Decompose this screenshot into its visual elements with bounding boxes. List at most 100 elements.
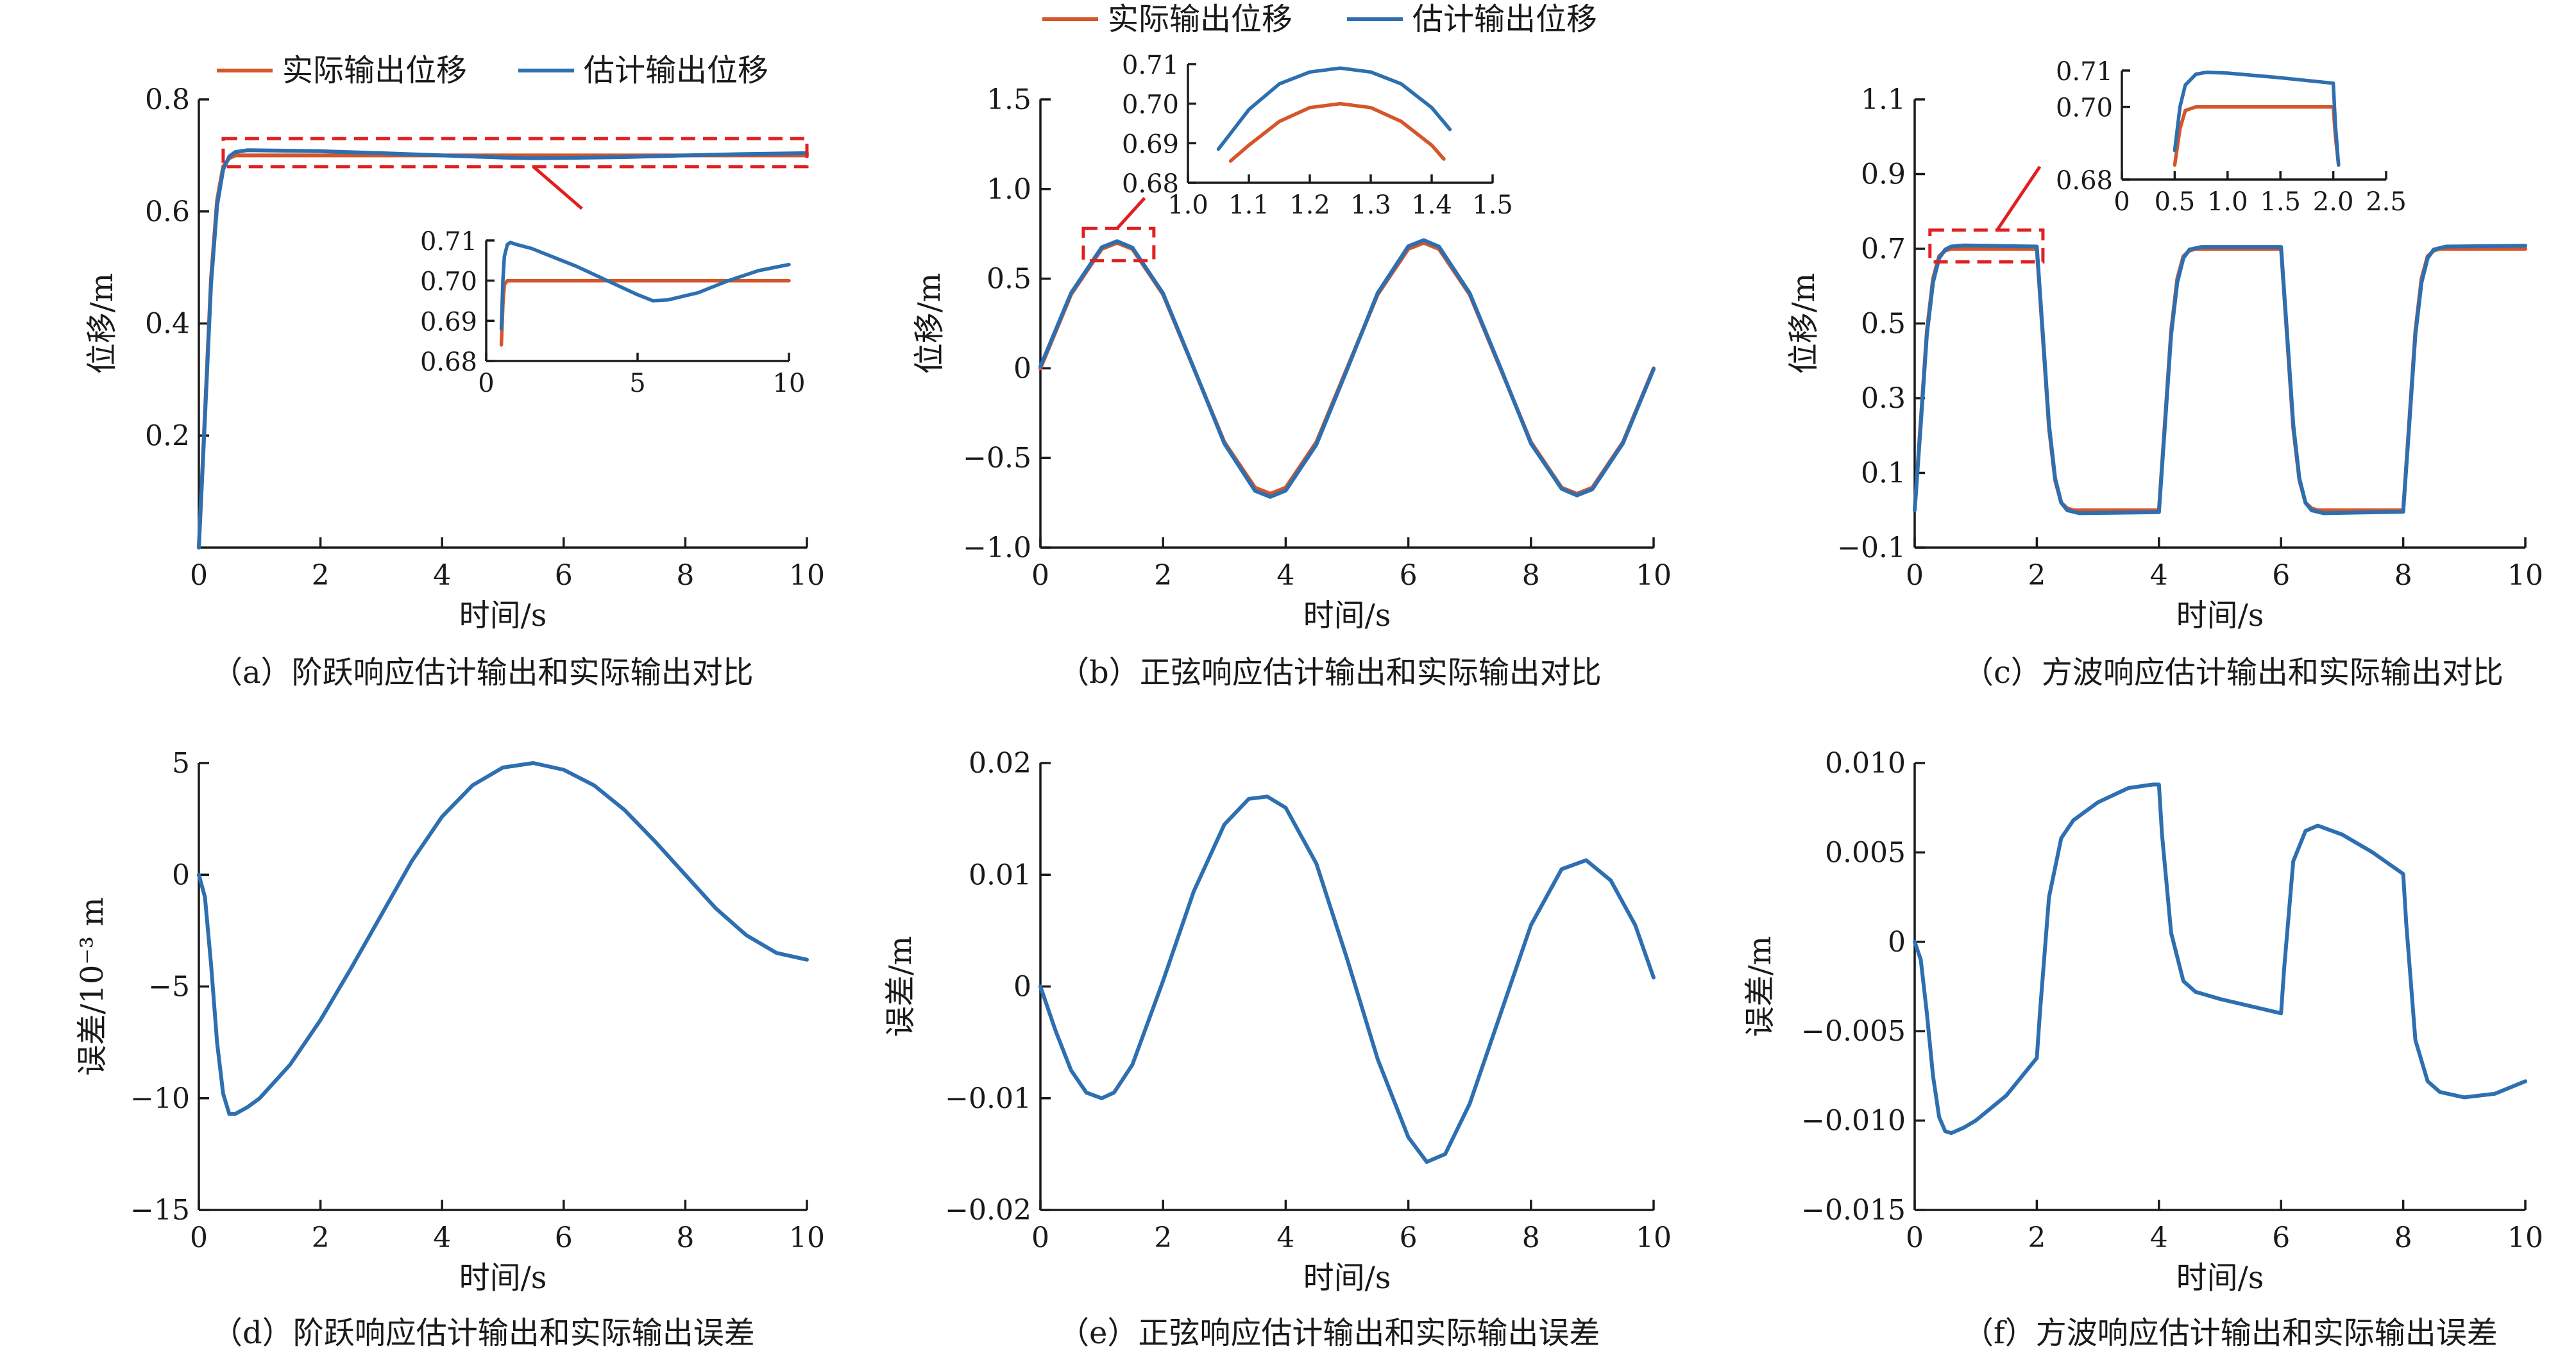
- panel-d-x-tick-label: 0: [190, 1221, 208, 1254]
- panel-b-y-axis-title: 位移/m: [911, 273, 947, 374]
- panel-a-y-tick-label: 0.8: [145, 83, 190, 116]
- panel-c-inset-x-tick-label: 1.5: [2260, 187, 2301, 217]
- panel-b-inset-x-tick-label: 1.4: [1411, 190, 1452, 220]
- panel-b-x-tick-label: 6: [1400, 559, 1418, 592]
- panel-c-y-tick-label: 0.5: [1861, 308, 1906, 340]
- panel-c-inset: 0 0.5 1.0 1.5 2.0 2.5 0.68 0.70 0.71: [2056, 57, 2407, 217]
- chart-panel-c: 0 2 4 6 8 10 −0.1 0.1 0.3 0.5 0.7 0.9 1.1 时间/s 位移/m （c）…: [1786, 57, 2543, 691]
- panel-b-inset-y-tick-label: 0.70: [1122, 90, 1179, 120]
- panel-c-y-tick-label: 1.1: [1861, 83, 1906, 116]
- panel-f-y-tick-label: −0.005: [1801, 1015, 1906, 1048]
- panel-b-x-axis-title: 时间/s: [1303, 598, 1391, 634]
- panel-a-inset-series-estimated: [499, 240, 791, 331]
- panel-a-inset-x-tick-label: 0: [478, 369, 494, 398]
- panel-b-inset-x-tick-label: 1.3: [1350, 190, 1391, 220]
- panel-a-x-tick-label: 10: [789, 559, 825, 592]
- panel-a-x-tick-label: 6: [555, 559, 573, 592]
- panel-d-y-tick-label: −5: [148, 971, 190, 1003]
- panel-b-y-tick-label: 0: [1013, 352, 1031, 385]
- panel-b-x-tick-label: 0: [1031, 559, 1049, 592]
- panel-d-x-tick-label: 8: [676, 1221, 694, 1254]
- panel-a-zoom-highlight-box: [221, 137, 809, 169]
- panel-c-series-actual: [1913, 247, 2527, 512]
- panel-e-x-tick-label: 2: [1154, 1221, 1172, 1254]
- panel-d-y-tick-label: 0: [172, 859, 190, 891]
- panel-a-x-tick-label: 2: [312, 559, 330, 592]
- panel-a-inset-y-tick-label: 0.71: [420, 227, 477, 256]
- panel-b-inset-x-tick-label: 1.1: [1228, 190, 1269, 220]
- panel-c-zoom-leader-line: [1996, 165, 2042, 231]
- chart-panel-f: 0 2 4 6 8 10 −0.015 −0.010 −0.005 0 0.005 0.010 时间/s…: [1742, 747, 2543, 1351]
- panel-c-inset-series-estimated: [2173, 71, 2341, 167]
- panel-f-series-estimated: [1913, 782, 2527, 1136]
- panel-a-series-estimated: [197, 148, 809, 550]
- panel-b-inset-series-estimated: [1216, 66, 1452, 151]
- panel-a-inset-y-tick-label: 0.68: [420, 348, 477, 377]
- panel-a-inset-x-tick-label: 5: [629, 369, 645, 398]
- panel-b-y-tick-label: −0.5: [963, 442, 1031, 474]
- panel-c-inset-y-tick-label: 0.71: [2056, 57, 2113, 87]
- chart-panel-e: 0 2 4 6 8 10 −0.02 −0.01 0 0.01 0.02 时间/s 误差/m （e）正弦响…: [883, 747, 1672, 1351]
- panel-c-x-tick-label: 6: [2272, 559, 2290, 592]
- panel-a-y-tick-label: 0.4: [145, 308, 190, 340]
- panel-b-x-tick-label: 10: [1636, 559, 1672, 592]
- panel-c-y-tick-label: 0.7: [1861, 233, 1906, 265]
- panel-b-inset-x-tick-label: 1.0: [1167, 190, 1208, 220]
- panel-c-y-tick-label: 0.1: [1861, 457, 1906, 490]
- panel-c-y-tick-label: 0.9: [1861, 158, 1906, 191]
- panel-a-series-actual: [197, 153, 809, 550]
- panel-a-inset-y-tick-label: 0.70: [420, 267, 477, 297]
- panel-f-x-tick-label: 2: [2028, 1221, 2046, 1254]
- chart-panel-b: 0 2 4 6 8 10 −1.0 −0.5 0 0.5 1.0 1.5 时间/s 位移/m （b）正弦响应…: [911, 1, 1672, 691]
- panel-d-series-estimated: [197, 761, 809, 1116]
- panel-c-x-tick-label: 2: [2028, 559, 2046, 592]
- panel-a-y-axis-title: 位移/m: [84, 273, 120, 374]
- panel-c-series-estimated: [1913, 243, 2527, 516]
- panel-a-zoom-leader-line: [532, 165, 583, 210]
- panel-d-x-axis-title: 时间/s: [459, 1260, 547, 1296]
- panel-b-zoom-leader-line: [1115, 197, 1146, 230]
- legend-estimated-label: 估计输出位移: [584, 53, 768, 88]
- panel-b-y-tick-label: 1.5: [987, 83, 1031, 116]
- panel-d-x-tick-label: 2: [312, 1221, 330, 1254]
- legend-actual-label: 实际输出位移: [282, 53, 467, 88]
- panel-c-inset-y-tick-label: 0.68: [2056, 166, 2113, 196]
- panel-a-inset-series-actual: [499, 278, 791, 347]
- panel-a-inset-y-tick-label: 0.69: [420, 307, 477, 337]
- panel-b-inset-y-tick-label: 0.71: [1122, 51, 1179, 80]
- panel-f-y-tick-label: −0.015: [1801, 1194, 1906, 1227]
- legend-actual-label: 实际输出位移: [1108, 1, 1292, 37]
- panel-f-y-tick-label: 0.010: [1825, 747, 1906, 780]
- panel-c-x-tick-label: 0: [1906, 559, 1924, 592]
- panel-f-x-axis-title: 时间/s: [2176, 1260, 2264, 1296]
- panel-a-inset: 0 5 10 0.68 0.69 0.70 0.71: [420, 227, 806, 398]
- panel-e-y-tick-label: −0.02: [945, 1194, 1031, 1227]
- panel-f-y-axis-title: 误差/m: [1742, 936, 1778, 1037]
- panel-f-x-tick-label: 4: [2150, 1221, 2168, 1254]
- panel-f-x-tick-label: 8: [2394, 1221, 2412, 1254]
- panel-f-y-tick-label: 0: [1888, 926, 1906, 959]
- panel-e-series-estimated: [1038, 794, 1656, 1164]
- panel-b-x-tick-label: 2: [1154, 559, 1172, 592]
- panel-d-x-tick-label: 6: [555, 1221, 573, 1254]
- panel-d-x-tick-label: 4: [433, 1221, 451, 1254]
- panel-d-y-axis-title: 误差/10⁻³ m: [74, 897, 110, 1076]
- panel-a-caption: （a）阶跃响应估计输出和实际输出对比: [212, 655, 754, 691]
- panel-c-zoom-highlight-box: [1928, 228, 2045, 264]
- panel-e-x-tick-label: 10: [1636, 1221, 1672, 1254]
- panel-e-x-tick-label: 6: [1400, 1221, 1418, 1254]
- panel-e-y-tick-label: 0.01: [969, 859, 1031, 891]
- panel-b-series-estimated: [1038, 238, 1656, 499]
- panel-f-x-tick-label: 10: [2507, 1221, 2543, 1254]
- panel-a-x-tick-label: 4: [433, 559, 451, 592]
- panel-c-y-tick-label: −0.1: [1837, 532, 1906, 564]
- panel-a-y-tick-label: 0.2: [145, 419, 190, 452]
- panel-c-inset-x-tick-label: 2.0: [2313, 187, 2354, 217]
- panel-b-inset-series-actual: [1228, 101, 1446, 163]
- panel-e-y-tick-label: 0: [1013, 971, 1031, 1003]
- panel-e-caption: （e）正弦响应估计输出和实际输出误差: [1058, 1315, 1600, 1351]
- panel-e-y-axis-title: 误差/m: [883, 936, 919, 1037]
- panel-a-x-axis-title: 时间/s: [459, 598, 547, 634]
- panel-c-inset-series-actual: [2173, 105, 2341, 167]
- panel-c-y-axis-title: 位移/m: [1786, 273, 1822, 374]
